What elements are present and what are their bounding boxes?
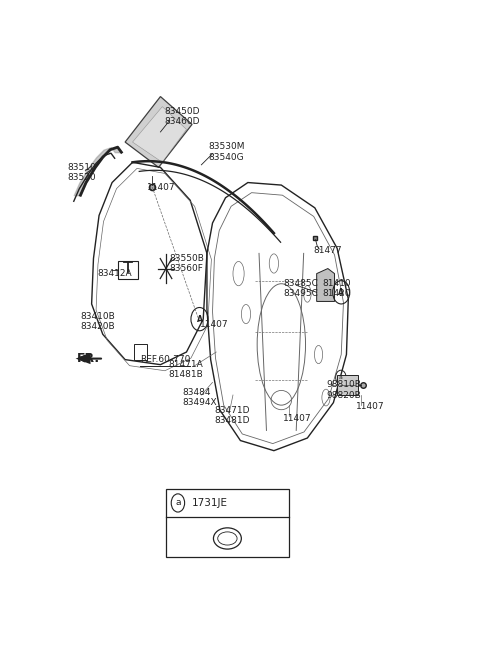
Text: 1731JE: 1731JE [192,498,228,508]
Polygon shape [317,269,335,302]
Text: 81410
81420: 81410 81420 [322,279,351,298]
Text: 83412A: 83412A [97,269,132,278]
Text: 83450D
83460D: 83450D 83460D [164,107,200,127]
Text: 83471D
83481D: 83471D 83481D [215,405,250,425]
Text: 83484
83494X: 83484 83494X [183,388,217,407]
Text: REF.60-770: REF.60-770 [140,355,191,364]
Polygon shape [76,353,91,364]
Text: 98810B
98820B: 98810B 98820B [326,380,361,399]
Text: 83530M
83540G: 83530M 83540G [209,143,245,162]
Polygon shape [337,374,358,395]
Text: 81471A
81481B: 81471A 81481B [168,360,203,380]
Polygon shape [132,106,186,162]
Text: 83410B
83420B: 83410B 83420B [81,312,115,331]
Text: 83510
83520: 83510 83520 [67,163,96,182]
Text: a: a [175,499,180,507]
Text: A: A [197,315,203,324]
Text: A: A [338,288,344,297]
Text: 11407: 11407 [200,320,228,328]
Text: 11407: 11407 [147,183,176,192]
Text: 83485C
83495C: 83485C 83495C [283,279,318,298]
Text: FR.: FR. [77,352,100,365]
Text: 81477: 81477 [313,246,342,256]
Text: a: a [339,374,343,380]
Text: 11407: 11407 [356,402,384,411]
Text: 83550B
83560F: 83550B 83560F [170,254,204,273]
Polygon shape [125,97,192,168]
Text: 11407: 11407 [283,415,312,423]
